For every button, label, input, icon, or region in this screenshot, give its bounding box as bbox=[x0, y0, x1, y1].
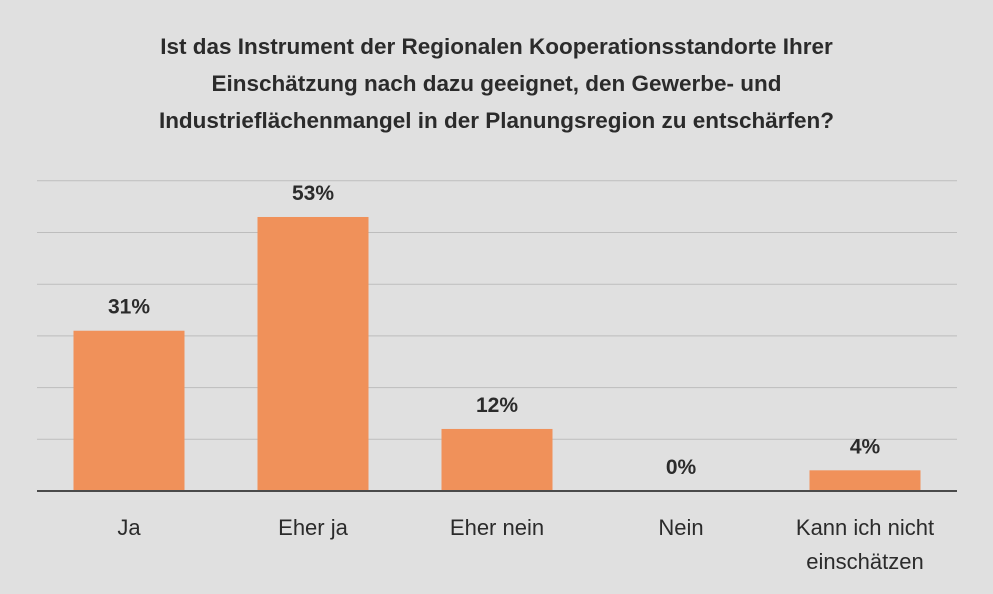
bar bbox=[809, 470, 921, 491]
data-label: 53% bbox=[292, 182, 334, 205]
chart-title-line: Industrieflächenmangel in der Planungsre… bbox=[158, 108, 835, 133]
category-label: Nein bbox=[658, 515, 703, 540]
bar bbox=[257, 216, 369, 492]
chart-title: Ist das Instrument der Regionalen Kooper… bbox=[0, 28, 993, 139]
data-label: 12% bbox=[476, 394, 518, 417]
chart-title-line: Einschätzung nach dazu geeignet, den Gew… bbox=[211, 71, 782, 96]
data-label: 0% bbox=[666, 456, 697, 479]
bar bbox=[73, 330, 185, 491]
chart-title-line: Ist das Instrument der Regionalen Kooper… bbox=[160, 34, 833, 59]
data-label: 4% bbox=[850, 435, 881, 458]
category-label: Kann ich nicht bbox=[796, 515, 934, 540]
category-label: Eher nein bbox=[450, 515, 544, 540]
category-label: einschätzen bbox=[806, 549, 923, 574]
data-label: 31% bbox=[108, 296, 150, 319]
bar bbox=[441, 428, 553, 491]
category-label: Eher ja bbox=[278, 515, 348, 540]
category-label: Ja bbox=[117, 515, 141, 540]
